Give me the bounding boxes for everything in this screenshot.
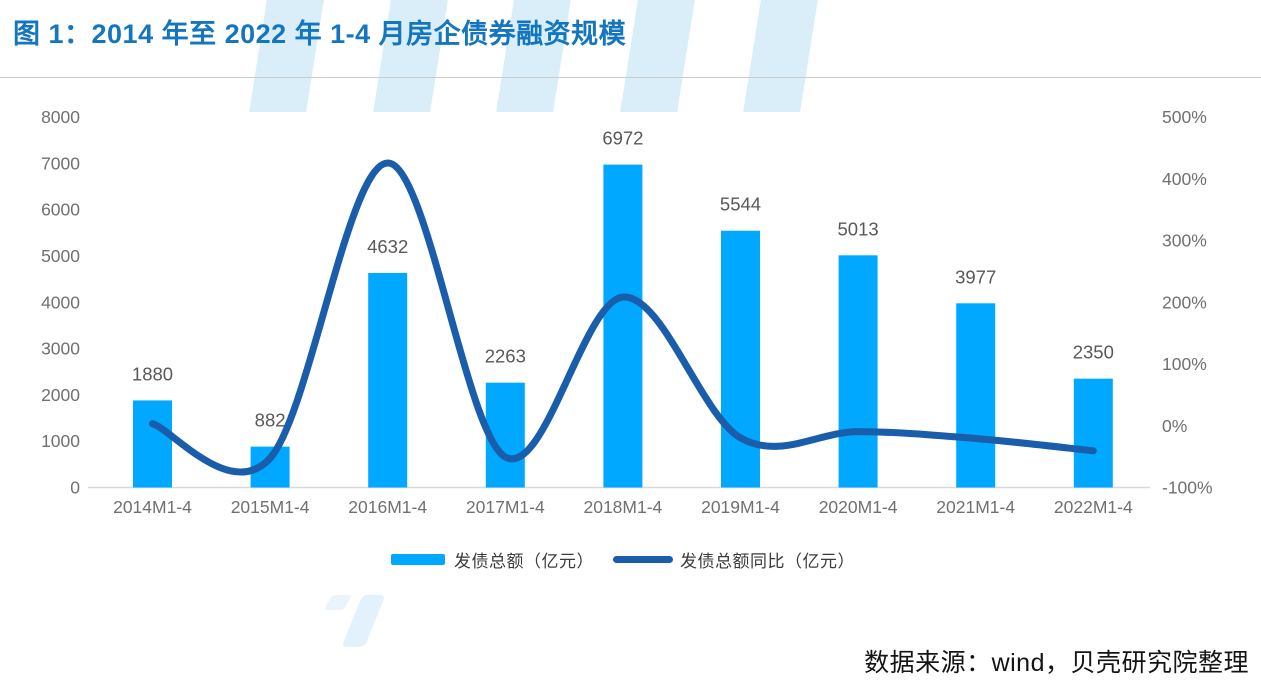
title-divider bbox=[0, 77, 1261, 78]
bar-value-label: 1880 bbox=[132, 363, 173, 384]
bar-series-label: 发债总额（亿元） bbox=[454, 552, 594, 571]
y-axis-right-tick: 300% bbox=[1162, 231, 1207, 251]
bar-value-label: 6972 bbox=[602, 128, 643, 149]
y-axis-left-tick: 6000 bbox=[41, 200, 80, 220]
y-axis-left-tick: 7000 bbox=[41, 153, 80, 173]
y-axis-left-tick: 5000 bbox=[41, 246, 80, 266]
bar bbox=[1073, 378, 1113, 488]
y-axis-right-tick: 400% bbox=[1162, 169, 1207, 189]
x-axis-category-label: 2017M1-4 bbox=[466, 497, 545, 517]
source-note: 数据来源：wind，贝壳研究院整理 bbox=[864, 649, 1249, 677]
x-axis-category-label: 2021M1-4 bbox=[936, 497, 1015, 517]
bar-value-label: 2263 bbox=[485, 346, 526, 367]
bar-value-label: 3977 bbox=[955, 266, 996, 287]
bar bbox=[838, 255, 878, 488]
bar-value-label: 2350 bbox=[1073, 342, 1114, 363]
watermark-slash-icon bbox=[323, 595, 353, 610]
figure-title: 图 1：2014 年至 2022 年 1-4 月房企债券融资规模 bbox=[13, 19, 627, 49]
x-axis-category-label: 2016M1-4 bbox=[348, 497, 427, 517]
y-axis-left-tick: 1000 bbox=[41, 431, 80, 451]
bar bbox=[368, 272, 408, 488]
bar-series-swatch-icon bbox=[391, 554, 445, 565]
y-axis-left-tick: 8000 bbox=[41, 107, 80, 127]
y-axis-left-tick: 3000 bbox=[41, 339, 80, 359]
watermark-slash-icon bbox=[341, 595, 386, 647]
bar-value-label: 4632 bbox=[367, 236, 408, 257]
y-axis-right-tick: 200% bbox=[1162, 292, 1207, 312]
bar-value-label: 5544 bbox=[720, 194, 761, 215]
y-axis-right-tick: 500% bbox=[1162, 107, 1207, 127]
bar bbox=[956, 303, 996, 488]
bar bbox=[603, 164, 643, 488]
x-axis-category-label: 2014M1-4 bbox=[113, 497, 192, 517]
x-axis-category-label: 2018M1-4 bbox=[583, 497, 662, 517]
bar bbox=[721, 230, 760, 488]
bar-value-label: 882 bbox=[255, 410, 286, 431]
watermark-logo-mark bbox=[318, 585, 418, 660]
y-axis-left-tick: 2000 bbox=[41, 385, 80, 405]
line-series-swatch-icon bbox=[613, 556, 673, 563]
x-axis-category-label: 2020M1-4 bbox=[819, 497, 898, 517]
y-axis-right-tick: 0% bbox=[1162, 416, 1187, 436]
bar bbox=[133, 400, 172, 488]
chart-legend: 发债总额（亿元） 发债总额同比（亿元） bbox=[391, 547, 855, 572]
combo-bar-line-chart: 8000 7000 6000 5000 4000 3000 2000 1000 0 500% 400… bbox=[41, 107, 1213, 517]
x-axis-category-label: 2019M1-4 bbox=[701, 497, 780, 517]
y-axis-left-tick: 0 bbox=[70, 478, 80, 498]
y-axis-left-tick: 4000 bbox=[41, 292, 80, 312]
y-axis-right-tick: 100% bbox=[1162, 354, 1207, 374]
line-series-label: 发债总额同比（亿元） bbox=[680, 552, 855, 571]
x-axis-category-label: 2022M1-4 bbox=[1054, 497, 1133, 517]
y-axis-right-tick: -100% bbox=[1162, 478, 1213, 498]
bar-value-label: 5013 bbox=[838, 218, 879, 239]
yoy-line bbox=[149, 159, 1097, 476]
x-axis-category-label: 2015M1-4 bbox=[231, 497, 310, 517]
